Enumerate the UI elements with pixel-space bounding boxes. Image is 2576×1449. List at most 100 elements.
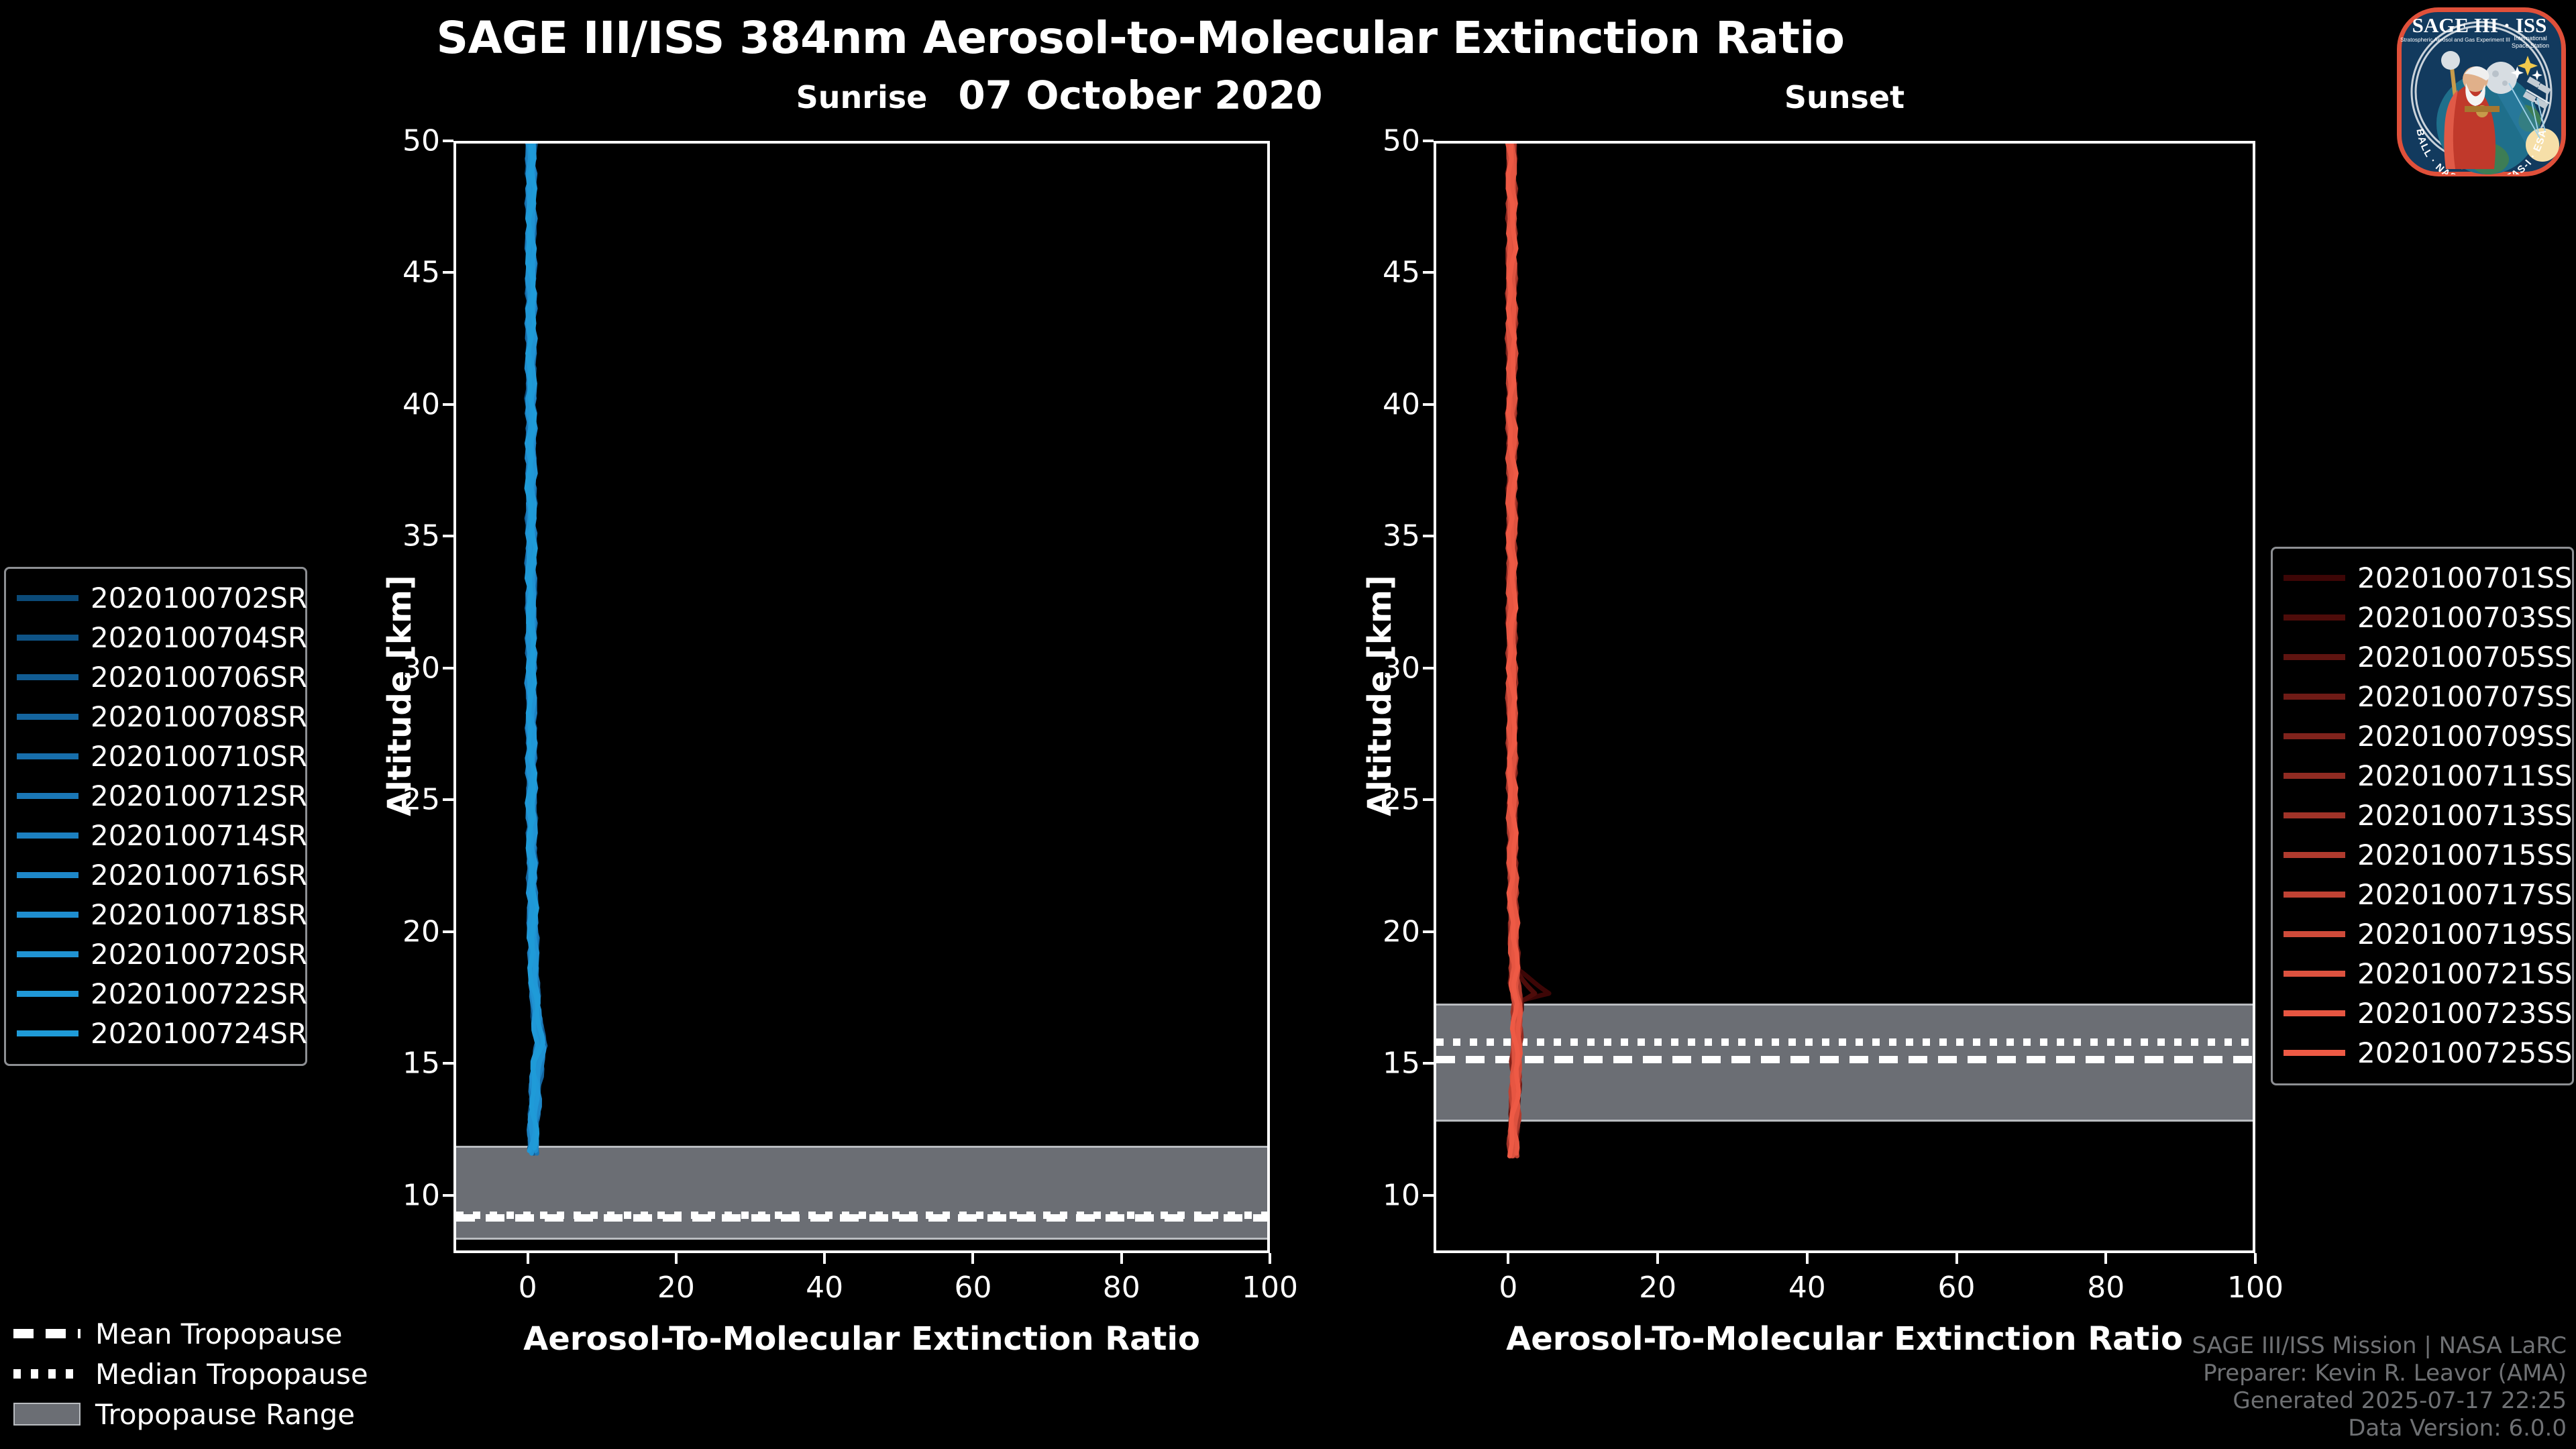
legend-item[interactable]: 2020100724SR [17,1014,307,1053]
legend-item-label: 2020100711SS [2357,759,2573,792]
tropopause-legend-label: Tropopause Range [95,1397,356,1431]
y-tick-label: 45 [1383,255,1420,290]
y-tick-mark [1423,535,1434,538]
legend-item[interactable]: 2020100723SS [2284,994,2573,1033]
legend-item[interactable]: 2020100710SR [17,737,307,776]
plot-area-sunrise [453,141,1270,1253]
legend-color-swatch [2284,812,2345,818]
credits-block: SAGE III/ISS Mission | NASA LaRC Prepare… [2192,1332,2567,1442]
legend-item-label: 2020100718SR [91,898,308,931]
y-tick-label: 40 [1383,387,1420,422]
x-tick-label: 20 [657,1271,695,1305]
y-tick-label: 45 [402,255,440,290]
legend-color-swatch [17,951,78,957]
legend-item[interactable]: 2020100704SR [17,618,307,657]
legend-sunset[interactable]: 2020100701SS 2020100703SS 2020100705SS 2020… [2271,547,2574,1085]
panel-title-sunset: Sunset [1784,79,1905,115]
legend-item-label: 2020100701SS [2357,561,2573,594]
legend-item-label: 2020100704SR [91,621,308,654]
legend-item[interactable]: 2020100703SS [2284,598,2573,637]
legend-item[interactable]: 2020100712SR [17,776,307,816]
legend-item-label: 2020100721SS [2357,957,2573,990]
legend-color-swatch [2284,773,2345,779]
legend-sunrise[interactable]: 2020100702SR 2020100704SR 2020100706SR 2020… [4,567,307,1066]
y-tick-mark [1423,666,1434,669]
legend-item-label: 2020100702SR [91,582,308,614]
date-subtitle: 07 October 2020 [958,72,1323,118]
tropopause-legend-item: Median Tropopause [13,1354,376,1394]
tropopause-legend-dotted-key-icon [13,1369,80,1379]
plot-area-sunset [1434,141,2255,1253]
legend-item[interactable]: 2020100716SR [17,855,307,895]
legend-item[interactable]: 2020100711SS [2284,756,2573,796]
legend-item-label: 2020100708SR [91,700,308,733]
y-tick-mark [1423,1193,1434,1197]
legend-item[interactable]: 2020100718SR [17,895,307,934]
legend-item[interactable]: 2020100715SS [2284,835,2573,875]
legend-item[interactable]: 2020100705SS [2284,637,2573,677]
x-tick-mark [971,1253,975,1264]
y-tick-mark [443,666,453,669]
profile-curves [1436,144,2253,1250]
legend-color-swatch [17,833,78,839]
y-tick-mark [443,535,453,538]
legend-item-label: 2020100719SS [2357,918,2573,951]
legend-item-label: 2020100714SR [91,819,308,852]
y-tick-label: 10 [1383,1178,1420,1213]
legend-color-swatch [2284,931,2345,937]
y-axis-title-sunrise: Altitude [km] [381,575,419,816]
legend-color-swatch [17,714,78,720]
y-tick-mark [1423,1062,1434,1065]
legend-item-label: 2020100707SS [2357,680,2573,713]
credits-line-mission: SAGE III/ISS Mission | NASA LaRC [2192,1332,2567,1359]
legend-item[interactable]: 2020100706SR [17,657,307,697]
legend-color-swatch [17,674,78,680]
tropopause-legend-label: Median Tropopause [95,1357,368,1391]
x-tick-mark [1656,1253,1660,1264]
tropopause-range-band [456,1145,1267,1240]
legend-item-label: 2020100713SS [2357,799,2573,832]
legend-item-label: 2020100717SS [2357,878,2573,911]
y-tick-mark [443,271,453,274]
legend-item[interactable]: 2020100725SS [2284,1033,2573,1073]
x-tick-mark [2104,1253,2108,1264]
x-tick-mark [674,1253,678,1264]
x-tick-mark [1269,1253,1271,1264]
legend-color-swatch [2284,575,2345,581]
legend-item[interactable]: 2020100701SS [2284,558,2573,598]
legend-item[interactable]: 2020100713SS [2284,796,2573,835]
legend-item[interactable]: 2020100717SS [2284,875,2573,914]
y-tick-label: 25 [402,782,440,817]
x-tick-label: 40 [1788,1271,1826,1305]
legend-item[interactable]: 2020100714SR [17,816,307,855]
x-tick-label: 60 [1937,1271,1976,1305]
y-tick-mark [1423,402,1434,406]
x-tick-mark [2254,1253,2257,1264]
legend-color-swatch [17,595,78,601]
y-tick-label: 50 [1383,123,1420,158]
x-tick-label: 100 [2227,1271,2284,1305]
y-tick-label: 40 [402,387,440,422]
svg-text:Stratospheric Aerosol and Gas: Stratospheric Aerosol and Gas Experiment… [2400,37,2510,43]
y-tick-label: 50 [402,123,440,158]
legend-color-swatch [17,793,78,799]
tropopause-legend-item: Tropopause Range [13,1394,376,1434]
profile-curves [456,144,1267,1250]
x-tick-mark [1955,1253,1958,1264]
y-tick-mark [1423,798,1434,802]
legend-item-label: 2020100724SR [91,1017,308,1050]
legend-item[interactable]: 2020100707SS [2284,677,2573,716]
legend-item[interactable]: 2020100720SR [17,934,307,974]
legend-item[interactable]: 2020100722SR [17,974,307,1014]
x-tick-label: 20 [1639,1271,1677,1305]
legend-item[interactable]: 2020100721SS [2284,954,2573,994]
legend-item[interactable]: 2020100702SR [17,578,307,618]
x-tick-label: 80 [2087,1271,2125,1305]
legend-item-label: 2020100703SS [2357,601,2573,634]
legend-item[interactable]: 2020100708SR [17,697,307,737]
legend-item[interactable]: 2020100709SS [2284,716,2573,756]
legend-item-label: 2020100715SS [2357,839,2573,871]
legend-color-swatch [2284,852,2345,858]
y-tick-mark [443,402,453,406]
legend-item[interactable]: 2020100719SS [2284,914,2573,954]
